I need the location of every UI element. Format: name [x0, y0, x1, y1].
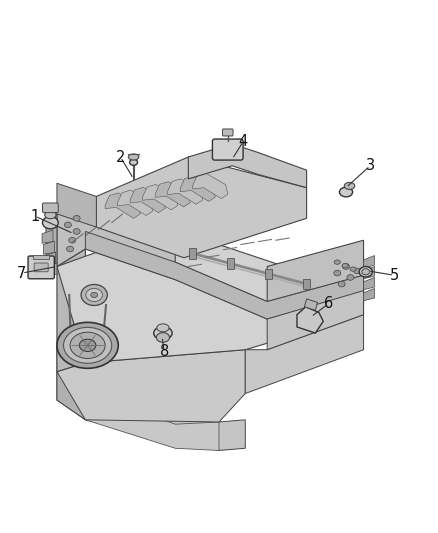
Ellipse shape — [334, 270, 341, 276]
Polygon shape — [57, 345, 85, 391]
Ellipse shape — [42, 216, 58, 229]
Polygon shape — [57, 350, 245, 422]
Ellipse shape — [81, 285, 107, 305]
Ellipse shape — [338, 281, 345, 287]
Polygon shape — [364, 278, 374, 290]
Bar — [33, 255, 49, 260]
Ellipse shape — [130, 159, 138, 165]
Ellipse shape — [154, 327, 172, 340]
Polygon shape — [364, 255, 374, 268]
Ellipse shape — [362, 269, 370, 275]
Ellipse shape — [64, 327, 112, 364]
Polygon shape — [175, 262, 364, 319]
Ellipse shape — [64, 222, 71, 228]
Ellipse shape — [156, 333, 170, 342]
Text: 1: 1 — [30, 208, 40, 224]
FancyBboxPatch shape — [223, 129, 233, 136]
Polygon shape — [267, 290, 364, 350]
Text: 2: 2 — [116, 149, 125, 165]
Polygon shape — [43, 241, 54, 254]
Text: 5: 5 — [389, 268, 399, 283]
Text: 3: 3 — [366, 158, 374, 173]
Polygon shape — [105, 193, 140, 219]
Ellipse shape — [339, 187, 353, 197]
Polygon shape — [57, 372, 245, 450]
Polygon shape — [304, 299, 318, 310]
Text: 6: 6 — [324, 296, 333, 311]
Bar — [303, 279, 310, 289]
Bar — [227, 259, 234, 269]
FancyBboxPatch shape — [212, 139, 243, 160]
Polygon shape — [46, 263, 57, 276]
Ellipse shape — [86, 288, 102, 302]
Polygon shape — [130, 187, 165, 213]
FancyBboxPatch shape — [34, 263, 48, 272]
Polygon shape — [46, 214, 57, 271]
Polygon shape — [297, 307, 323, 333]
Polygon shape — [96, 157, 307, 258]
Text: 7: 7 — [17, 265, 27, 280]
Text: 4: 4 — [238, 134, 248, 149]
Polygon shape — [57, 197, 175, 280]
Polygon shape — [57, 249, 85, 372]
FancyBboxPatch shape — [28, 256, 54, 279]
Polygon shape — [143, 184, 178, 210]
Ellipse shape — [157, 324, 169, 332]
Polygon shape — [57, 372, 85, 420]
Polygon shape — [42, 230, 53, 243]
Polygon shape — [57, 227, 364, 363]
Ellipse shape — [91, 292, 98, 297]
Ellipse shape — [45, 211, 56, 219]
Ellipse shape — [73, 229, 80, 235]
Ellipse shape — [69, 237, 76, 243]
Ellipse shape — [73, 215, 80, 221]
Ellipse shape — [359, 266, 372, 277]
Polygon shape — [267, 240, 364, 319]
Polygon shape — [245, 314, 364, 393]
Ellipse shape — [334, 260, 340, 264]
Polygon shape — [118, 190, 153, 215]
Ellipse shape — [79, 339, 96, 351]
Polygon shape — [155, 182, 190, 207]
Text: 8: 8 — [159, 344, 169, 359]
Polygon shape — [193, 173, 228, 199]
Bar — [265, 269, 272, 279]
Polygon shape — [85, 391, 219, 450]
Bar — [189, 248, 196, 259]
Ellipse shape — [57, 322, 118, 368]
Polygon shape — [57, 183, 96, 227]
Ellipse shape — [67, 246, 74, 252]
Polygon shape — [364, 288, 374, 301]
Ellipse shape — [342, 263, 348, 268]
Ellipse shape — [70, 332, 105, 359]
Ellipse shape — [343, 264, 350, 269]
Ellipse shape — [128, 154, 139, 160]
Ellipse shape — [344, 182, 355, 189]
FancyBboxPatch shape — [42, 203, 58, 213]
Ellipse shape — [353, 268, 360, 274]
Ellipse shape — [350, 267, 356, 271]
Polygon shape — [168, 179, 203, 204]
Polygon shape — [85, 231, 364, 319]
Ellipse shape — [347, 274, 354, 280]
Polygon shape — [45, 252, 56, 265]
Polygon shape — [180, 176, 215, 201]
Polygon shape — [188, 144, 307, 188]
Polygon shape — [364, 266, 374, 279]
